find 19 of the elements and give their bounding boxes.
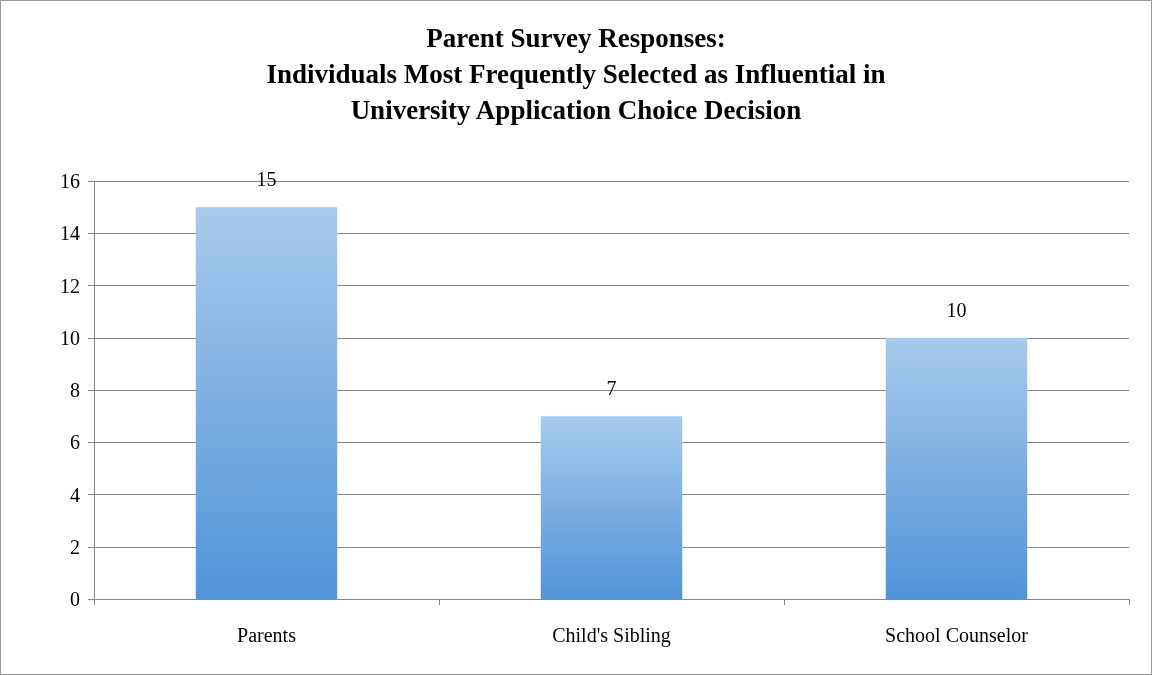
chart-title: Parent Survey Responses: Individuals Most Frequently Selected as Influential in University Application Choice Decision: [266, 23, 886, 125]
y-tick-label: 4: [70, 483, 80, 506]
y-tick-label: 16: [60, 170, 80, 192]
y-tick-label: 2: [70, 535, 80, 558]
y-tick-label: 0: [70, 588, 80, 610]
y-tick-label: 10: [60, 326, 80, 349]
y-tick-label: 8: [70, 379, 80, 401]
y-tick-label: 14: [60, 222, 80, 245]
y-tick-label: 6: [70, 431, 80, 454]
bar: [540, 416, 683, 599]
x-tick-label: Parents: [237, 624, 297, 646]
data-label: 7: [606, 377, 617, 400]
x-tick-label: School Counselor: [885, 624, 1029, 646]
data-label: 15: [256, 168, 277, 191]
bar: [885, 337, 1028, 599]
y-tick-label: 12: [60, 274, 80, 297]
bar: [195, 207, 338, 599]
x-tick-label: Child's Sibling: [552, 624, 671, 647]
data-label: 10: [946, 298, 967, 321]
